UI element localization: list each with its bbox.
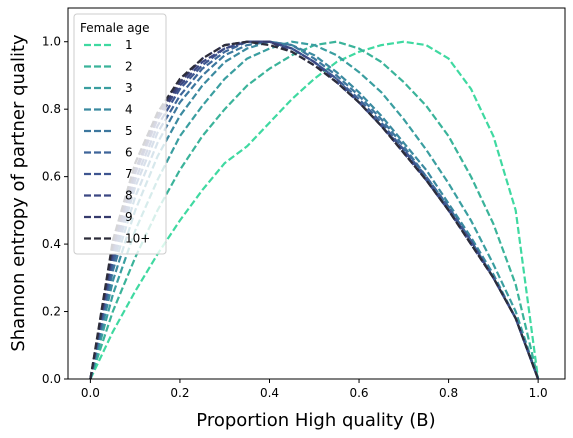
legend-label: 2 [125, 60, 133, 74]
y-axis-title: Shannon entropy of partner quality [8, 34, 29, 352]
y-tick-label: 1.0 [42, 35, 61, 49]
legend-label: 7 [125, 167, 133, 181]
legend-label: 1 [125, 38, 133, 52]
axis-ticks: 0.0 0.2 0.4 0.6 0.8 1.0 0.0 0.2 0.4 0.6 0.8 1.0 [42, 35, 548, 400]
y-tick-label: 0.4 [42, 237, 61, 251]
legend-title: Female age [80, 21, 150, 35]
legend-label: 8 [125, 189, 133, 203]
x-tick-label: 1.0 [529, 386, 548, 400]
x-tick-label: 0.2 [170, 386, 189, 400]
legend: Female age 1 2 3 4 5 6 7 8 9 10+ [73, 13, 167, 255]
x-tick-label: 0.4 [260, 386, 279, 400]
series-line-4 [89, 40, 540, 380]
y-tick-label: 0.8 [42, 102, 61, 116]
legend-label: 10+ [125, 232, 150, 246]
x-axis-title: Proportion High quality (B) [196, 410, 435, 431]
legend-items: 1 2 3 4 5 6 7 8 9 10+ [84, 38, 150, 246]
y-tick-label: 0.0 [42, 372, 61, 386]
legend-frame [73, 13, 167, 255]
x-tick-label: 0.6 [349, 386, 368, 400]
x-tick-label: 0.0 [81, 386, 100, 400]
plot-frame [67, 7, 566, 380]
legend-label: 3 [125, 81, 133, 95]
legend-label: 4 [125, 103, 133, 117]
y-tick-label: 0.6 [42, 170, 61, 184]
legend-label: 9 [125, 210, 133, 224]
legend-label: 6 [125, 146, 133, 160]
x-tick-label: 0.8 [439, 386, 458, 400]
y-tick-label: 0.2 [42, 305, 61, 319]
legend-label: 5 [125, 124, 133, 138]
series-line-10plus [89, 40, 540, 380]
